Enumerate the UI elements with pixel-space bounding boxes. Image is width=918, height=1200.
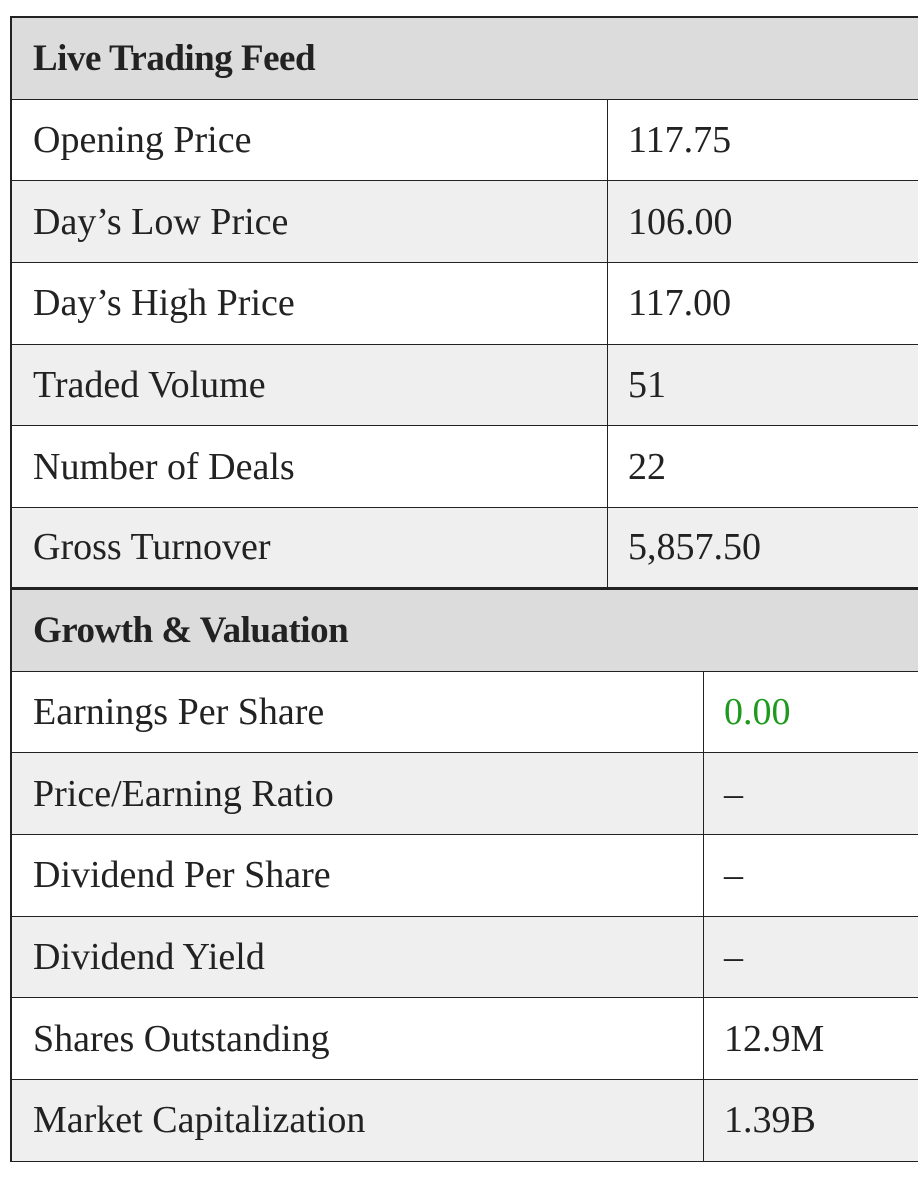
table-row: Gross Turnover 5,857.50 [12,508,918,590]
row-value: 22 [607,426,918,508]
row-label: Gross Turnover [33,526,271,569]
table-row: Dividend Yield – [12,916,918,999]
row-label: Earnings Per Share [33,690,325,733]
table-row: Day’s Low Price 106.00 [12,181,918,264]
quote-table: Live Trading Feed Opening Price 117.75 Day’… [10,16,918,1162]
row-value: 51 [607,344,918,426]
row-label: Traded Volume [33,364,266,407]
row-value: 1.39B [703,1079,918,1161]
table-row: Traded Volume 51 [12,344,918,427]
row-label: Price/Earning Ratio [33,772,334,815]
table-row: Market Capitalization 1.39B [12,1079,918,1162]
row-label: Day’s High Price [33,282,295,325]
row-label: Market Capitalization [33,1099,366,1142]
row-value: 106.00 [607,181,918,263]
row-label: Dividend Yield [33,935,265,978]
table-row: Number of Deals 22 [12,426,918,509]
row-value: 117.00 [607,263,918,344]
section-title: Growth & Valuation [33,609,349,651]
table-row: Earnings Per Share 0.00 [12,671,918,754]
section-title: Live Trading Feed [33,37,316,79]
row-value: 117.75 [607,99,918,181]
row-label: Day’s Low Price [33,200,289,243]
row-value: – [703,916,918,998]
row-value: 0.00 [703,671,918,753]
row-value: – [703,834,918,916]
table-row: Shares Outstanding 12.9M [12,998,918,1080]
row-label: Opening Price [33,119,252,162]
row-value: 12.9M [703,998,918,1079]
table-row: Price/Earning Ratio – [12,753,918,835]
row-label: Shares Outstanding [33,1017,330,1060]
section-header: Growth & Valuation [12,589,918,672]
table-row: Dividend Per Share – [12,834,918,917]
section-header: Live Trading Feed [12,18,918,100]
row-label: Dividend Per Share [33,854,331,897]
table-row: Day’s High Price 117.00 [12,263,918,345]
row-label: Number of Deals [33,445,295,488]
row-value: – [703,753,918,834]
row-value: 5,857.50 [607,508,918,587]
table-row: Opening Price 117.75 [12,99,918,182]
